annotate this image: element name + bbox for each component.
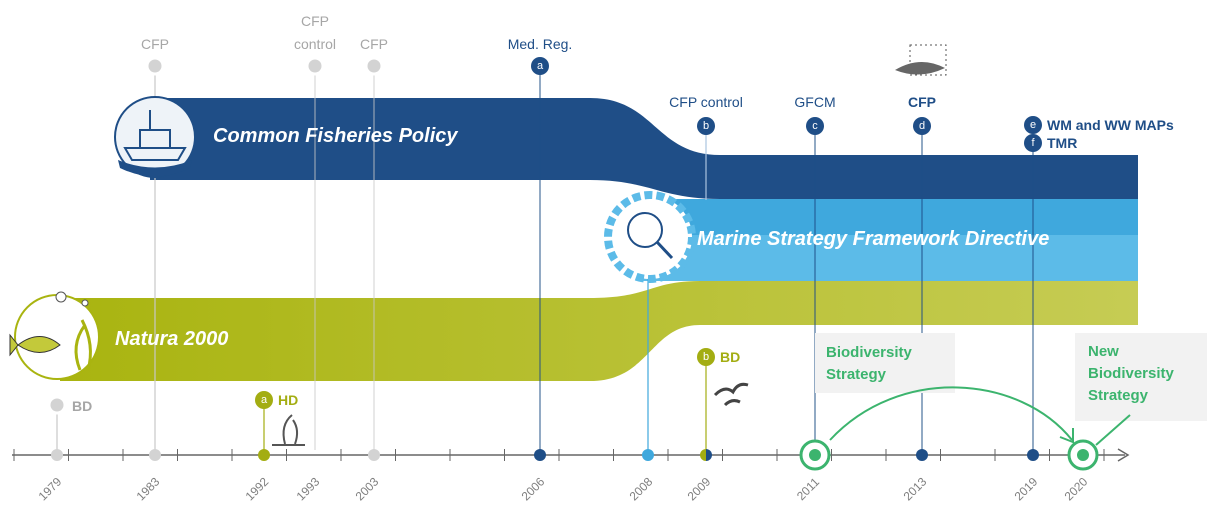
plant-icon <box>272 415 305 445</box>
axis-dot <box>258 449 270 461</box>
axis-dot <box>368 449 380 461</box>
event-label: HD <box>278 391 298 409</box>
cfp-band <box>150 98 1138 199</box>
event-label: Biodiversity Strategy <box>826 342 946 386</box>
axis-dot <box>149 449 161 461</box>
badge-letter: b <box>697 348 715 366</box>
event-dot <box>49 397 65 413</box>
event-label: CFP <box>360 35 388 53</box>
event-label: BD <box>720 348 740 366</box>
natura-icon <box>15 295 99 379</box>
badge-letter: e <box>1024 116 1042 134</box>
timeline-figure: CFP CFP control CFP a Med. Reg. b CFP co… <box>0 0 1209 507</box>
badge-letter: d <box>913 117 931 135</box>
event-label: Med. Reg. <box>508 35 573 53</box>
event-label: CFP control <box>284 10 346 56</box>
axis-dot <box>642 449 654 461</box>
timeline-graphics <box>0 0 1209 507</box>
fish-silhouette <box>895 62 945 75</box>
axis-ticks <box>14 449 1104 461</box>
event-dot <box>307 58 323 74</box>
event-label: GFCM <box>794 93 835 111</box>
event-label: CFP <box>141 35 169 53</box>
axis-dot <box>809 449 821 461</box>
badge-letter: a <box>255 391 273 409</box>
band-label: Common Fisheries Policy <box>213 127 458 145</box>
band-label: Marine Strategy Framework Directive <box>697 230 1049 248</box>
event-dot <box>147 58 163 74</box>
axis-dot <box>706 449 712 461</box>
event-label: CFP control <box>669 93 743 111</box>
band-label: Natura 2000 <box>115 330 228 348</box>
badge-letter: c <box>806 117 824 135</box>
badge-letter: a <box>531 57 549 75</box>
axis-dot <box>1077 449 1089 461</box>
axis-dot <box>51 449 63 461</box>
badge-letter: b <box>697 117 715 135</box>
axis-dot <box>1027 449 1039 461</box>
axis-dot <box>700 449 706 461</box>
event-label: New Biodiversity Strategy <box>1088 341 1198 407</box>
event-label: BD <box>72 397 92 415</box>
axis-dot <box>534 449 546 461</box>
bubble <box>56 292 66 302</box>
green-arrow <box>830 387 1072 440</box>
msfd-icon <box>608 195 692 279</box>
bubble <box>82 300 88 306</box>
birds <box>715 384 748 405</box>
event-label: WM and WW MAPs <box>1047 116 1174 134</box>
event-dot <box>366 58 382 74</box>
event-label: CFP <box>908 93 936 111</box>
badge-letter: f <box>1024 134 1042 152</box>
event-label: TMR <box>1047 134 1077 152</box>
axis-dot <box>916 449 928 461</box>
